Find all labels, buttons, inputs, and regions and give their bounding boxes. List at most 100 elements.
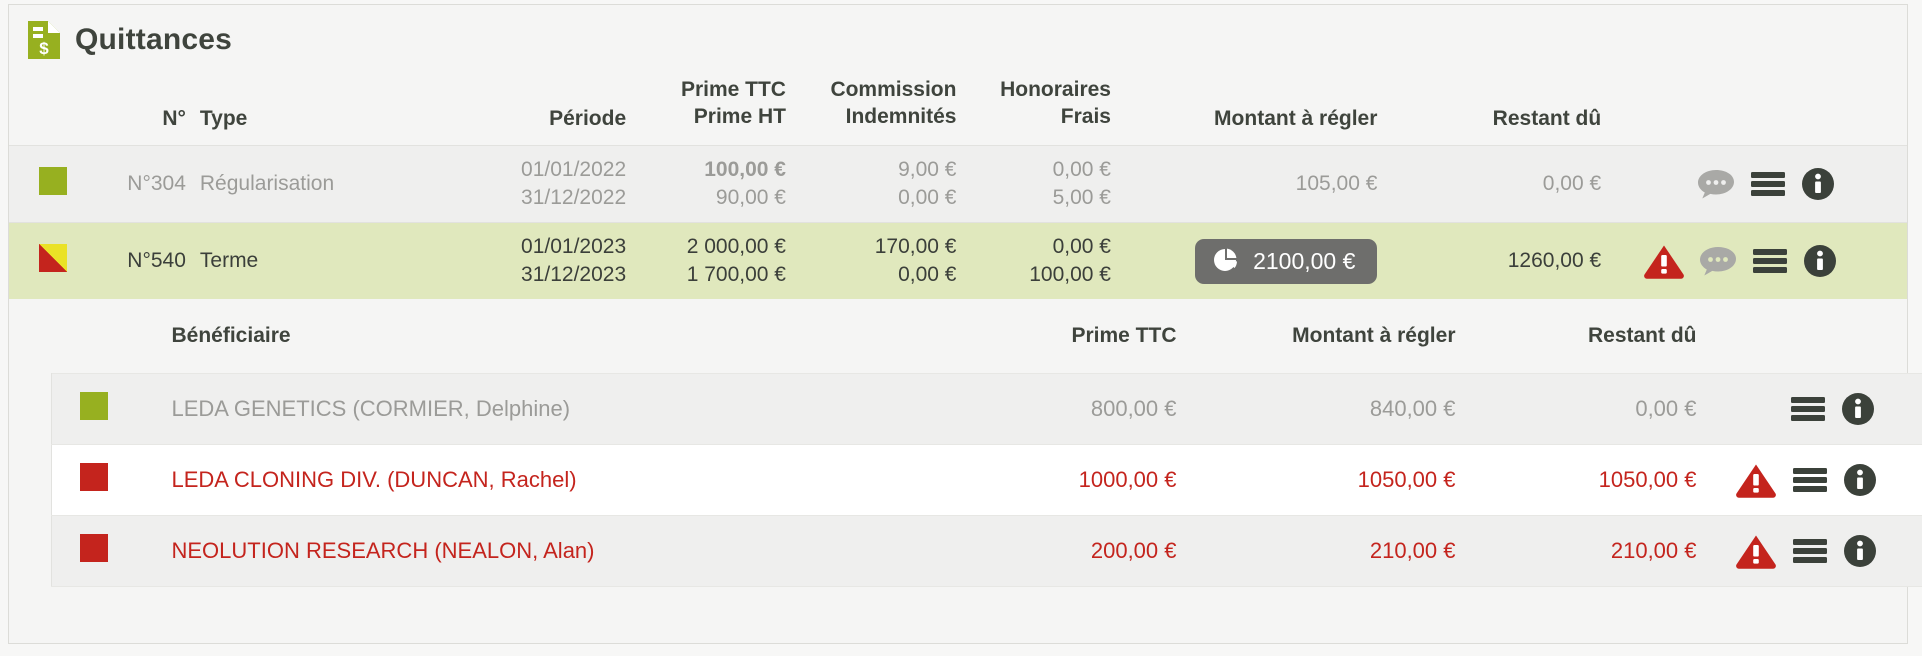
beneficiary-row[interactable]: LEDA CLONING DIV. (DUNCAN, Rachel) 1000,… (51, 444, 1922, 516)
beneficiary-status-cell (51, 515, 162, 587)
row-period-start: 01/01/2023 (521, 235, 627, 259)
row-number: N°540 (127, 249, 186, 272)
row-period: 01/01/2022 31/12/2022 (399, 145, 645, 223)
comment-icon[interactable] (1699, 246, 1737, 276)
row-prime: 2 000,00 € 1 700,00 € (644, 223, 804, 300)
row-commission: 170,00 € 0,00 € (804, 223, 975, 300)
beneficiary-remaining: 210,00 € (1481, 515, 1727, 587)
beneficiary-actions (1726, 373, 1922, 445)
header-frais-label: Frais (1060, 105, 1111, 129)
beneficiary-prime: 200,00 € (951, 515, 1197, 587)
table-row[interactable]: N°304 Régularisation 01/01/2022 31/12/20… (9, 145, 1907, 223)
header-number: N° (162, 107, 186, 130)
row-prime-ht: 1 700,00 € (686, 263, 786, 286)
beneficiary-actions (1726, 444, 1922, 516)
beneficiary-amount-due: 210,00 € (1196, 515, 1482, 587)
row-prime-ht: 90,00 € (715, 186, 786, 209)
row-commission: 9,00 € 0,00 € (803, 145, 975, 223)
menu-icon[interactable] (1789, 394, 1827, 424)
row-number: N°304 (89, 145, 186, 223)
header-prime: Prime TTC Prime HT (644, 57, 804, 146)
row-prime: 100,00 € 90,00 € (644, 145, 804, 223)
status-flag-split-red-yellow-icon (39, 244, 67, 272)
warning-icon[interactable] (1735, 462, 1777, 498)
menu-icon[interactable] (1791, 536, 1829, 566)
header-honoraires: Honoraires Frais (974, 57, 1129, 146)
quittances-panel: $ Quittances N° Type Période (8, 4, 1922, 644)
row-honoraires-value: 0,00 € (1052, 158, 1111, 182)
beneficiaries-header-row: Bénéficiaire Prime TTC Montant à régler … (52, 299, 1922, 374)
beneficiary-row[interactable]: NEOLUTION RESEARCH (NEALON, Alan) 200,00… (51, 515, 1922, 587)
menu-icon[interactable] (1749, 169, 1787, 199)
beneficiary-amount-due: 1050,00 € (1196, 444, 1482, 516)
beneficiaries-table: Bénéficiaire Prime TTC Montant à régler … (51, 299, 1922, 587)
invoice-document-dollar-icon: $ (27, 20, 61, 60)
header-amount-due: Montant à régler (1214, 107, 1378, 130)
pay-amount-button[interactable]: 2100,00 € (1195, 238, 1378, 284)
row-amount-due: 105,00 € (1128, 145, 1396, 223)
header-remaining: Restant dû (1492, 107, 1602, 130)
sub-header-amount-due: Montant à régler (1292, 324, 1456, 347)
sub-header-actions (1727, 299, 1922, 374)
beneficiary-name: NEOLUTION RESEARCH (NEALON, Alan) (161, 515, 952, 587)
beneficiary-remaining: 1050,00 € (1481, 444, 1727, 516)
sub-header-beneficiary: Bénéficiaire (171, 324, 291, 347)
header-actions (1619, 57, 1907, 146)
beneficiary-row[interactable]: LEDA GENETICS (CORMIER, Delphine) 800,00… (51, 373, 1922, 445)
beneficiary-status-cell (51, 444, 162, 516)
row-honoraires: 0,00 € 5,00 € (974, 145, 1129, 223)
sub-header-remaining: Restant dû (1587, 324, 1697, 347)
row-actions (1619, 223, 1907, 300)
row-period-start: 01/01/2022 (521, 158, 627, 182)
info-icon[interactable] (1801, 167, 1835, 201)
comment-icon[interactable] (1697, 169, 1735, 199)
row-commission-value: 170,00 € (874, 235, 957, 259)
status-flag-red-icon (80, 534, 108, 562)
sub-header-flag (52, 299, 162, 374)
info-icon[interactable] (1803, 244, 1837, 278)
header-prime-ttc: Prime TTC (680, 78, 786, 102)
row-period: 01/01/2023 31/12/2023 (399, 223, 644, 300)
menu-icon[interactable] (1751, 246, 1789, 276)
header-flag (9, 57, 90, 146)
row-status-cell (9, 223, 90, 300)
info-icon[interactable] (1843, 463, 1877, 497)
svg-text:$: $ (39, 39, 49, 58)
row-actions (1619, 145, 1907, 223)
table-header-row: N° Type Période Prime TTC Prime HT Commi… (9, 57, 1907, 146)
panel-header: $ Quittances (9, 5, 1907, 60)
beneficiary-name: LEDA GENETICS (CORMIER, Delphine) (161, 373, 952, 445)
info-icon[interactable] (1841, 392, 1875, 426)
row-status-cell (9, 145, 90, 223)
row-prime-ttc: 100,00 € (704, 158, 786, 182)
header-honoraires-label: Honoraires (1000, 78, 1111, 102)
header-commission: Commission Indemnités (804, 57, 975, 146)
row-frais-value: 100,00 € (1029, 263, 1111, 286)
quittances-table: N° Type Période Prime TTC Prime HT Commi… (9, 57, 1907, 299)
row-commission-value: 9,00 € (898, 158, 957, 182)
warning-icon[interactable] (1735, 533, 1777, 569)
beneficiary-name: LEDA CLONING DIV. (DUNCAN, Rachel) (161, 444, 952, 516)
header-type: Type (199, 107, 248, 130)
table-row[interactable]: N°540 Terme 01/01/2023 31/12/2023 2 000,… (9, 222, 1907, 300)
info-icon[interactable] (1843, 534, 1877, 568)
menu-icon[interactable] (1791, 465, 1829, 495)
status-flag-red-icon (80, 463, 108, 491)
beneficiary-amount-due: 840,00 € (1196, 373, 1482, 445)
pay-amount-label: 2100,00 € (1253, 247, 1356, 274)
beneficiaries-section: Bénéficiaire Prime TTC Montant à régler … (9, 299, 1922, 587)
row-frais-value: 5,00 € (1052, 186, 1111, 209)
row-remaining: 1260,00 € (1507, 249, 1602, 272)
row-amount-due-cell: 2100,00 € (1129, 223, 1395, 300)
warning-icon[interactable] (1643, 243, 1685, 279)
row-period-end: 31/12/2023 (521, 263, 627, 286)
beneficiary-status-cell (51, 373, 162, 445)
header-period: Période (549, 107, 627, 130)
pie-chart-icon (1214, 248, 1238, 271)
beneficiary-prime: 800,00 € (951, 373, 1197, 445)
page-title: Quittances (75, 23, 233, 56)
row-prime-ttc: 2 000,00 € (686, 235, 786, 259)
beneficiary-actions (1726, 515, 1922, 587)
row-remaining: 0,00 € (1395, 145, 1620, 223)
